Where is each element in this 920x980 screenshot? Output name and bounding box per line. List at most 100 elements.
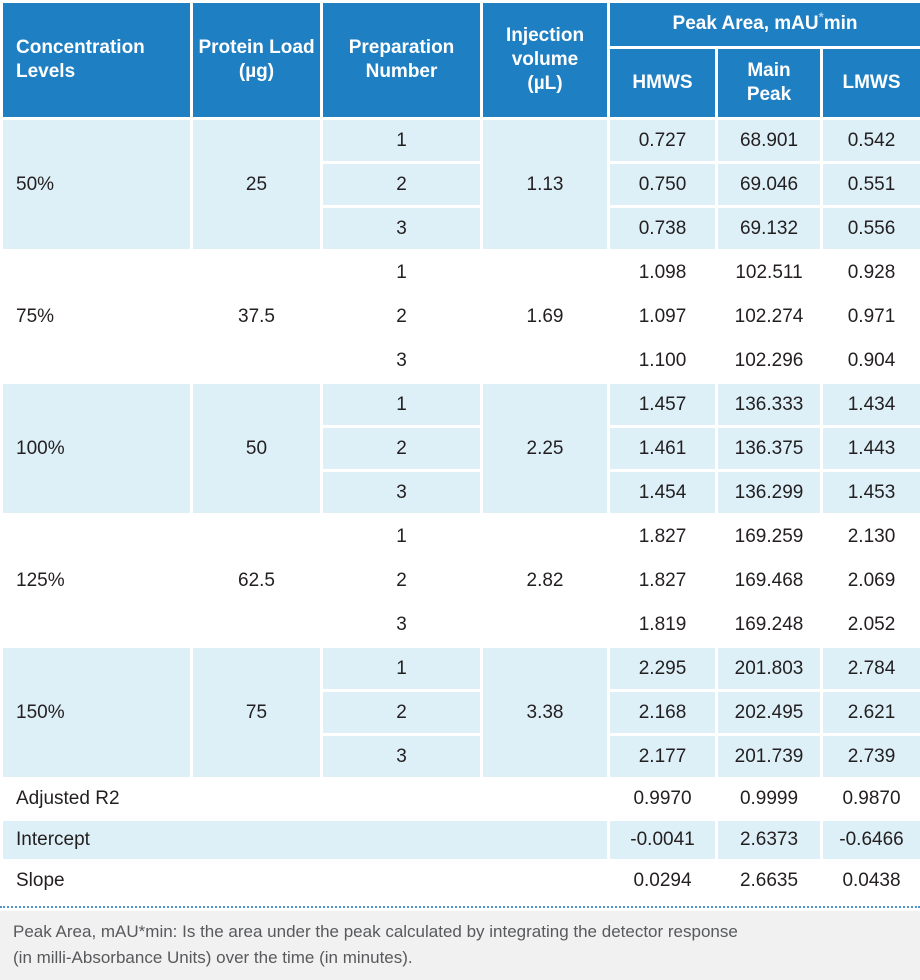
table-row: 3 1.454 136.299 1.453 bbox=[2, 469, 920, 516]
injection-volume-cell: 1.69 bbox=[480, 249, 610, 384]
table-row: 150% 75 1 3.38 2.295 201.803 2.784 bbox=[0, 645, 920, 780]
main-peak-cell: 136.375 bbox=[715, 425, 823, 472]
prep-number-cell: 2 bbox=[320, 557, 483, 604]
header-row-top: Concentration Levels Protein Load (µg) P… bbox=[0, 0, 920, 120]
hmws-cell: 0.750 bbox=[607, 161, 718, 208]
prep-number-cell: 1 bbox=[320, 513, 483, 560]
col-header-preparation-number: Preparation Number bbox=[320, 0, 483, 120]
main-peak-cell: 0.9999 bbox=[715, 777, 823, 821]
hmws-cell: 0.9970 bbox=[607, 777, 718, 821]
lmws-cell: 0.904 bbox=[819, 337, 920, 384]
table-row: 2 1.461 136.375 1.443 bbox=[2, 425, 920, 472]
main-peak-cell: 169.468 bbox=[715, 557, 823, 604]
hmws-cell: 1.454 bbox=[607, 469, 718, 516]
lmws-cell: 2.621 bbox=[819, 689, 920, 736]
prep-number-cell: 2 bbox=[320, 161, 483, 208]
hmws-cell: 2.295 bbox=[607, 645, 718, 692]
header-row-sub: HMWS Main Peak LMWS bbox=[2, 46, 920, 120]
lmws-cell: 1.453 bbox=[819, 469, 920, 516]
prep-number-cell: 1 bbox=[320, 381, 483, 428]
main-peak-cell: 201.739 bbox=[715, 733, 823, 780]
table-row: 100% 50 1 2.25 1.457 136.333 1.434 bbox=[0, 381, 920, 516]
prep-number-cell: 3 bbox=[320, 469, 483, 516]
col-header-concentration-levels: Concentration Levels bbox=[0, 0, 193, 120]
lmws-cell: 0.551 bbox=[819, 161, 920, 208]
lmws-cell: 0.542 bbox=[819, 117, 920, 164]
dotted-divider bbox=[0, 906, 920, 908]
prep-number-cell: 1 bbox=[320, 249, 483, 296]
lmws-cell: 2.130 bbox=[819, 513, 920, 560]
col-header-main-peak: Main Peak bbox=[715, 46, 823, 120]
lmws-cell: 2.069 bbox=[819, 557, 920, 604]
lmws-cell: 0.0438 bbox=[819, 859, 920, 903]
col-header-hmws: HMWS bbox=[607, 46, 718, 120]
hmws-cell: 2.177 bbox=[607, 733, 718, 780]
protein-load-cell: 37.5 bbox=[190, 249, 323, 384]
peak-area-label: Peak Area, mAU bbox=[672, 13, 819, 35]
protein-load-cell: 75 bbox=[190, 645, 323, 780]
summary-label: Slope bbox=[0, 859, 610, 903]
summary-row-intercept: Intercept -0.0041 2.6373 -0.6466 bbox=[0, 818, 920, 862]
hmws-cell: 0.727 bbox=[607, 117, 718, 164]
col-header-injection-volume: Injection volume (µL) bbox=[480, 0, 610, 120]
table-row: 3 1.819 169.248 2.052 bbox=[2, 601, 920, 648]
main-peak-cell: 2.6373 bbox=[715, 818, 823, 862]
hmws-cell: 1.457 bbox=[607, 381, 718, 428]
main-peak-cell: 2.6635 bbox=[715, 859, 823, 903]
lmws-cell: 2.052 bbox=[819, 601, 920, 648]
summary-row-adjusted-r2: Adjusted R2 0.9970 0.9999 0.9870 bbox=[0, 777, 920, 821]
prep-number-cell: 2 bbox=[320, 689, 483, 736]
summary-row-slope: Slope 0.0294 2.6635 0.0438 bbox=[0, 859, 920, 903]
footnote-line-1: Peak Area, mAU*min: Is the area under th… bbox=[13, 922, 738, 941]
prep-number-cell: 2 bbox=[320, 425, 483, 472]
prep-number-cell: 3 bbox=[320, 205, 483, 252]
prep-number-cell: 3 bbox=[320, 733, 483, 780]
table-row: 50% 25 1 1.13 0.727 68.901 0.542 bbox=[0, 117, 920, 252]
col-header-protein-load: Protein Load (µg) bbox=[190, 0, 323, 120]
lmws-cell: 0.556 bbox=[819, 205, 920, 252]
table-row: 3 1.100 102.296 0.904 bbox=[2, 337, 920, 384]
summary-label: Adjusted R2 bbox=[0, 777, 610, 821]
prep-number-cell: 3 bbox=[320, 601, 483, 648]
main-peak-cell: 201.803 bbox=[715, 645, 823, 692]
concentration-cell: 150% bbox=[0, 645, 193, 780]
hmws-cell: 1.097 bbox=[607, 293, 718, 340]
concentration-cell: 125% bbox=[0, 513, 193, 648]
injection-volume-cell: 2.82 bbox=[480, 513, 610, 648]
hmws-cell: 1.100 bbox=[607, 337, 718, 384]
table-row: 2 2.168 202.495 2.621 bbox=[2, 689, 920, 736]
main-peak-cell: 102.274 bbox=[715, 293, 823, 340]
main-peak-cell: 169.259 bbox=[715, 513, 823, 560]
lmws-cell: 1.434 bbox=[819, 381, 920, 428]
main-peak-cell: 136.333 bbox=[715, 381, 823, 428]
injection-volume-cell: 3.38 bbox=[480, 645, 610, 780]
protein-load-cell: 25 bbox=[190, 117, 323, 252]
main-peak-cell: 169.248 bbox=[715, 601, 823, 648]
main-peak-cell: 102.511 bbox=[715, 249, 823, 296]
col-header-lmws: LMWS bbox=[819, 46, 920, 120]
lmws-cell: 1.443 bbox=[819, 425, 920, 472]
lmws-cell: 0.9870 bbox=[819, 777, 920, 821]
lmws-cell: 0.971 bbox=[819, 293, 920, 340]
concentration-cell: 100% bbox=[0, 381, 193, 516]
injection-volume-cell: 2.25 bbox=[480, 381, 610, 516]
protein-load-cell: 62.5 bbox=[190, 513, 323, 648]
hmws-cell: 2.168 bbox=[607, 689, 718, 736]
main-peak-cell: 202.495 bbox=[715, 689, 823, 736]
hmws-cell: 1.098 bbox=[607, 249, 718, 296]
asterisk: * bbox=[818, 10, 824, 26]
prep-number-cell: 1 bbox=[320, 117, 483, 164]
hmws-cell: 0.0294 bbox=[607, 859, 718, 903]
table-row: 125% 62.5 1 2.82 1.827 169.259 2.130 bbox=[0, 513, 920, 648]
main-peak-cell: 68.901 bbox=[715, 117, 823, 164]
lmws-cell: 2.739 bbox=[819, 733, 920, 780]
summary-label: Intercept bbox=[0, 818, 610, 862]
prep-number-cell: 2 bbox=[320, 293, 483, 340]
prep-number-cell: 1 bbox=[320, 645, 483, 692]
hmws-cell: 0.738 bbox=[607, 205, 718, 252]
lmws-cell: 0.928 bbox=[819, 249, 920, 296]
linearity-results-table: Concentration Levels Protein Load (µg) P… bbox=[0, 0, 920, 903]
col-header-peak-area-group: Peak Area, mAU*min bbox=[606, 0, 920, 49]
main-peak-cell: 69.132 bbox=[715, 205, 823, 252]
